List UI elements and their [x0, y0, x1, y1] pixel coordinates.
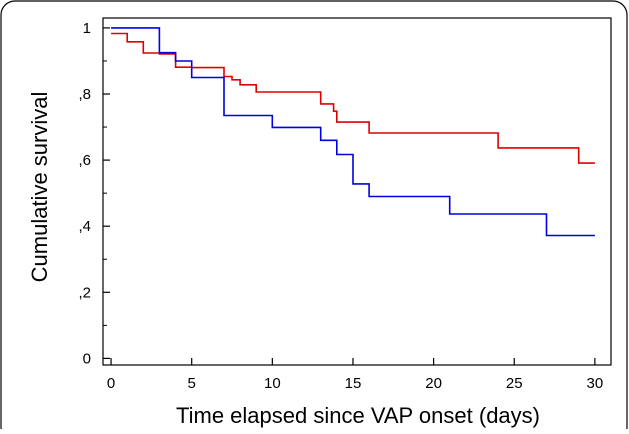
x-tick-label: 30	[587, 375, 604, 392]
x-axis-label: Time elapsed since VAP onset (days)	[176, 403, 540, 428]
y-tick-label: ,6	[78, 152, 91, 169]
x-tick-label: 20	[425, 375, 442, 392]
y-axis-label: Cumulative survival	[27, 92, 52, 283]
x-tick-label: 5	[188, 375, 196, 392]
x-tick-label: 0	[107, 375, 115, 392]
y-tick-label: 1	[83, 20, 91, 37]
x-tick-label: 10	[264, 375, 281, 392]
y-tick-label: ,8	[78, 86, 91, 103]
series-layer	[111, 27, 595, 237]
plot-area	[102, 17, 612, 366]
y-tick-label: ,4	[78, 218, 91, 235]
y-tick-label: ,2	[78, 284, 91, 301]
y-tick-label: 0	[83, 350, 91, 367]
survival-curve-2	[111, 27, 595, 237]
axes: 0 5 10 15 20 25 30 0 ,2 ,4 ,6 ,8 1	[78, 20, 603, 392]
x-tick-label: 15	[345, 375, 362, 392]
x-tick-label: 25	[506, 375, 523, 392]
